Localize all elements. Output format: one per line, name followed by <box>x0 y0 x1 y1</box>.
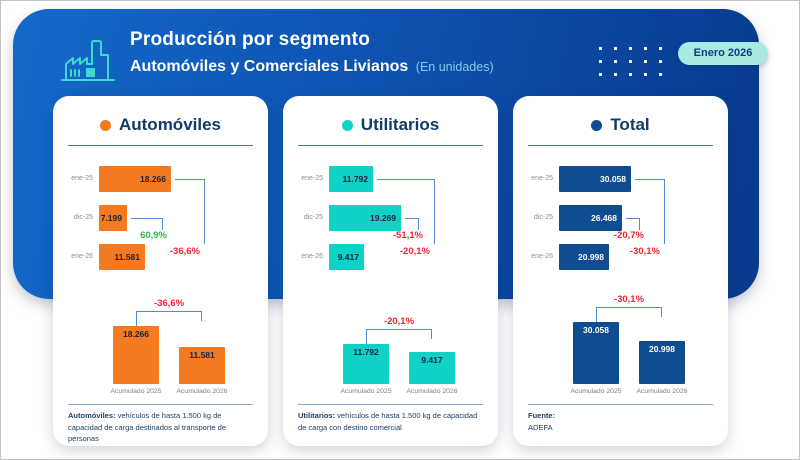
acc-bar-value: 30.058 <box>583 325 609 335</box>
mom-change-label: -51,1% <box>392 230 423 241</box>
acc-bar-value: 11.792 <box>353 347 379 357</box>
mom-change-label: 60,9% <box>140 230 167 241</box>
monthly-bar-value: 20.998 <box>578 252 604 262</box>
acc-category-label: Acumulado 2026 <box>636 388 688 395</box>
panel-header: Utilitarios <box>283 115 498 135</box>
monthly-bar: 7.199 <box>99 205 127 231</box>
mom-bracket-line <box>626 218 640 230</box>
yoy-bracket-line <box>377 179 435 244</box>
acc-bar: 11.792 <box>343 344 389 384</box>
monthly-bar: 19.269 <box>329 205 401 231</box>
monthly-bar-value: 18.266 <box>140 174 166 184</box>
panel-header: Automóviles <box>53 115 268 135</box>
title-divider <box>528 145 713 146</box>
panel-header: Total <box>513 115 728 135</box>
footnote-lead: Automóviles: <box>68 411 116 420</box>
yoy-change-label: -36,6% <box>169 246 200 257</box>
monthly-bar-value: 19.269 <box>370 213 396 223</box>
segment-panel: Utilitarios Utilitarios: vehículos de ha… <box>283 96 498 446</box>
yoy-bracket-line <box>175 179 205 244</box>
acc-bar-value: 9.417 <box>421 355 443 365</box>
header-titles: Producción por segmento Automóviles y Co… <box>130 29 494 76</box>
segment-title: Utilitarios <box>360 115 440 134</box>
monthly-bar-value: 11.792 <box>342 174 368 184</box>
monthly-bar: 30.058 <box>559 166 631 192</box>
footnote-lead: Fuente: <box>528 411 556 420</box>
monthly-row-label: ene-25 <box>531 175 553 182</box>
acc-change-label: -20,1% <box>383 316 415 327</box>
segment-title: Automóviles <box>118 115 222 134</box>
monthly-row-label: dic-25 <box>533 214 553 221</box>
yoy-bracket-line <box>635 179 665 244</box>
segment-footnote: Utilitarios: vehículos de hasta 1.500 kg… <box>298 411 478 432</box>
acc-category-label: Acumulado 2025 <box>340 388 392 395</box>
segment-dot-icon <box>341 119 353 131</box>
monthly-row-label: ene-25 <box>301 175 323 182</box>
monthly-bar-value: 30.058 <box>600 174 626 184</box>
acc-bar-value: 11.581 <box>189 350 215 360</box>
segment-title: Total <box>610 115 650 134</box>
source-note: Fuente: ADEFA <box>528 411 556 432</box>
acc-bracket-tick <box>431 329 432 339</box>
monthly-bar: 11.792 <box>329 166 373 192</box>
acc-bracket-tick <box>661 307 662 317</box>
monthly-row-label: ene-26 <box>301 253 323 260</box>
dot-grid-decoration <box>599 47 662 76</box>
title-divider <box>298 145 483 146</box>
acc-bar-value: 18.266 <box>123 329 149 339</box>
monthly-row-label: ene-26 <box>71 253 93 260</box>
acc-category-label: Acumulado 2025 <box>110 388 162 395</box>
acc-change-label: -30,1% <box>613 294 645 305</box>
footnote-divider <box>528 404 713 405</box>
monthly-row-label: dic-25 <box>73 214 93 221</box>
acc-bar: 9.417 <box>409 352 455 384</box>
acc-bar: 30.058 <box>573 322 619 384</box>
yoy-change-label: -20,1% <box>399 246 430 257</box>
footnote-lead: Utilitarios: <box>298 411 336 420</box>
acc-bracket-tick <box>201 311 202 321</box>
factory-icon <box>61 40 115 81</box>
acc-category-label: Acumulado 2025 <box>570 388 622 395</box>
page-title: Producción por segmento <box>130 29 371 50</box>
monthly-row-label: ene-25 <box>71 175 93 182</box>
footnote-divider <box>68 404 253 405</box>
acc-bracket-line <box>596 307 662 322</box>
acc-bar: 11.581 <box>179 347 225 384</box>
segment-footnote: Automóviles: vehículos de hasta 1.500 kg… <box>68 411 227 444</box>
acc-bar-value: 20.998 <box>649 344 675 354</box>
monthly-bar: 9.417 <box>329 244 364 270</box>
mom-bracket-line <box>405 218 419 230</box>
page-subtitle: Automóviles y Comerciales Livianos (En u… <box>130 58 494 76</box>
title-divider <box>68 145 253 146</box>
acc-bar: 18.266 <box>113 326 159 384</box>
segment-panel: Total Fuente: ADEFA ene-25 30.058 dic-25 26.… <box>513 96 728 446</box>
monthly-bar-value: 9.417 <box>337 252 359 262</box>
period-badge: Enero 2026 <box>678 42 768 65</box>
acc-category-label: Acumulado 2026 <box>176 388 228 395</box>
unit-note: (En unidades) <box>415 60 494 74</box>
monthly-bar-value: 11.581 <box>114 252 140 262</box>
footnote-divider <box>298 404 483 405</box>
mom-change-label: -20,7% <box>613 230 644 241</box>
mom-bracket-line <box>131 218 163 230</box>
acc-category-label: Acumulado 2026 <box>406 388 458 395</box>
monthly-bar: 18.266 <box>99 166 171 192</box>
acc-bar: 20.998 <box>639 341 685 384</box>
subtitle-text: Automóviles y Comerciales Livianos <box>130 58 409 75</box>
yoy-change-label: -30,1% <box>629 246 660 257</box>
segment-panel: Automóviles Automóviles: vehículos de ha… <box>53 96 268 446</box>
monthly-bar: 26.468 <box>559 205 622 231</box>
acc-change-label: -36,6% <box>153 298 185 309</box>
segment-dot-icon <box>99 119 111 131</box>
monthly-bar: 20.998 <box>559 244 609 270</box>
monthly-row-label: ene-26 <box>531 253 553 260</box>
segment-dot-icon <box>591 119 603 131</box>
monthly-bar: 11.581 <box>99 244 145 270</box>
acc-bracket-line <box>366 329 432 344</box>
monthly-row-label: dic-25 <box>303 214 323 221</box>
monthly-bar-value: 7.199 <box>100 213 122 223</box>
monthly-bar-value: 26.468 <box>591 213 617 223</box>
acc-bracket-line <box>136 311 202 326</box>
